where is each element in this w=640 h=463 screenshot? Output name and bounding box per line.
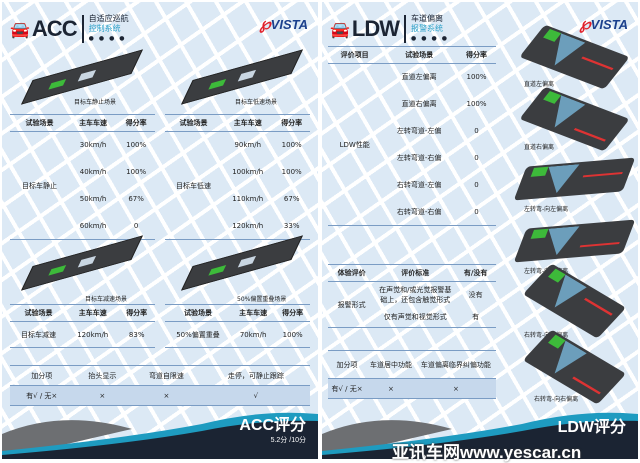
acc-table-static: 试验场景 主车车速 得分率 目标车静止 30km/h 100% 40km/h 100% 5… xyxy=(10,114,155,240)
acc-abbr: ACC xyxy=(31,16,78,41)
car-lane-icon: 🚘 xyxy=(330,19,350,39)
acc-table-decel: 试验场景 主车车速 得分率 目标车减速 120km/h 83% xyxy=(10,304,155,348)
ldw-bonus-table: 加分项 车道居中功能 车道偏离临界纠偏功能 有√ / 无× × × xyxy=(328,350,496,399)
acc-table-offset: 试验场景 主车车速 得分率 50%偏置重叠 70km/h 100% xyxy=(165,304,310,348)
acc-title-2: 控制系统 xyxy=(88,24,121,33)
ldw-header: 🚘 LDW 车道偏离 报警系统 ●●●● xyxy=(330,14,452,43)
scene-caption: 目标车低速场景 xyxy=(235,99,278,106)
ldw-scene-image xyxy=(513,157,636,201)
acc-panel: 🚘 ACC 自适应巡航 控制系统 ●●●● ℘VISTA 目标车静止场景 目标车低速… xyxy=(2,2,318,459)
vista-logo: ℘VISTA xyxy=(579,16,628,33)
ldw-abbr: LDW xyxy=(351,16,400,41)
car-radar-icon: 🚘 xyxy=(10,19,30,39)
ldw-score: LDW评分 xyxy=(557,419,626,436)
ldw-panel: 🚘 LDW 车道偏离 报警系统 ●●●● ℘VISTA 评价项目 试验场景 得分率 LD… xyxy=(322,2,638,459)
ldw-scene-caption: 直道右偏离 xyxy=(524,144,555,151)
scene-image xyxy=(20,235,144,291)
ldw-title-2: 报警系统 xyxy=(411,24,444,33)
ldw-scene-caption: 左转弯-向左偏离 xyxy=(524,206,569,213)
ldw-scene-caption: 直道左偏离 xyxy=(524,81,555,88)
watermark: 亚讯车网www.yescar.cn xyxy=(392,443,582,462)
ldw-title-1: 车道偏离 xyxy=(411,14,444,23)
vista-logo: ℘VISTA xyxy=(259,16,308,33)
footer-wave xyxy=(322,412,638,459)
acc-score: ACC评分 5.2分 /10分 xyxy=(239,417,306,444)
scene-caption: 目标车减速场景 xyxy=(85,296,128,303)
acc-bonus-table: 加分项 抬头显示 弯道自限速 走停，可静止跟踪 有√ / 无× × × √ xyxy=(10,365,310,406)
footer-wave xyxy=(2,412,318,459)
acc-table-lowspeed: 试验场景 主车车速 得分率 目标车低速 90km/h 100% 100km/h 100% … xyxy=(165,114,310,240)
ldw-perf-table: 评价项目 试验场景 得分率 LDW性能 直道左偏离 100% 直道右偏离 100% 左转弯… xyxy=(328,46,496,226)
acc-header: 🚘 ACC 自适应巡航 控制系统 ●●●● xyxy=(10,14,130,43)
scene-image xyxy=(180,235,304,291)
acc-title-1: 自适应巡航 xyxy=(88,14,129,23)
ldw-exp-table: 体验评价 评价标准 有/没有 报警形式 在声觉和/或光觉报警基础上，还包含触觉形式 没有… xyxy=(328,264,496,328)
scene-caption: 50%偏置重叠场景 xyxy=(237,296,287,303)
ldw-scene-image xyxy=(513,219,636,263)
ldw-scene-caption: 右转弯-向右偏离 xyxy=(534,396,579,403)
scene-caption: 目标车静止场景 xyxy=(74,99,117,106)
